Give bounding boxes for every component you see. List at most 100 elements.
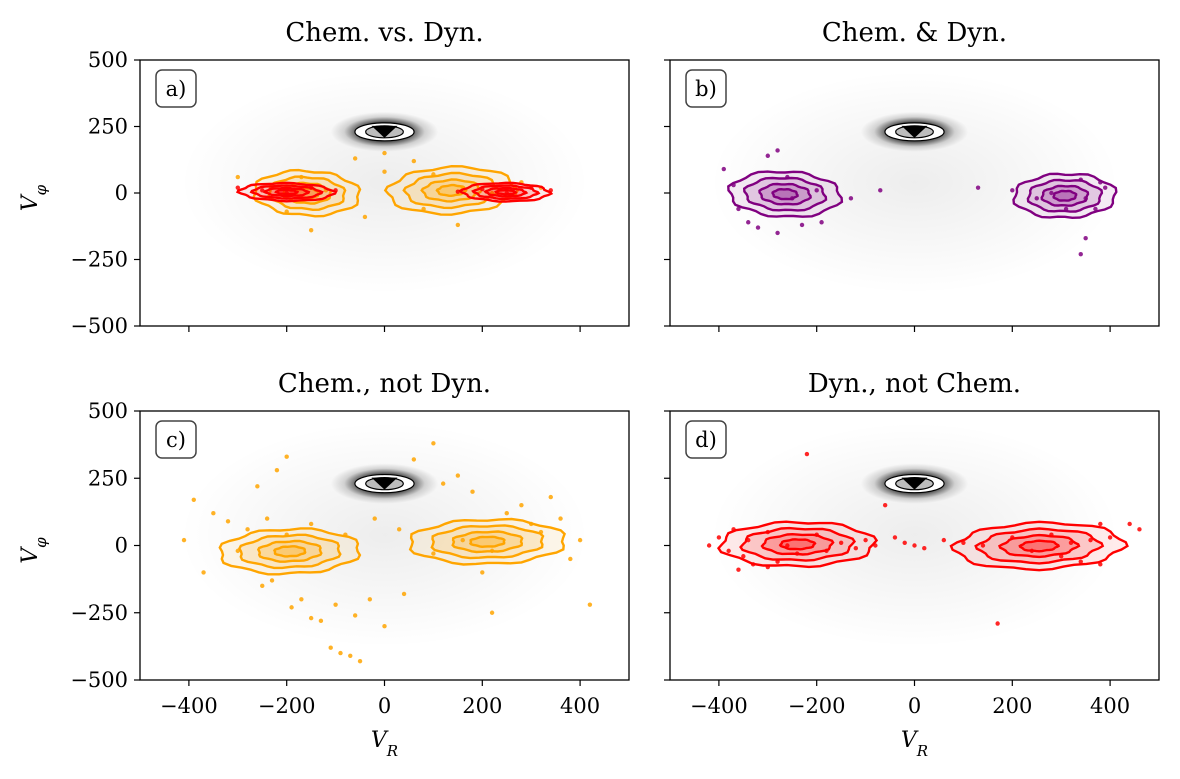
data-point: [274, 467, 280, 473]
data-point: [489, 610, 495, 615]
x-axis-label: VR: [371, 728, 398, 760]
x-tick-label: −200: [788, 694, 846, 718]
contour-level: [256, 539, 323, 563]
data-point: [736, 206, 741, 212]
y-tick-label: −250: [70, 601, 128, 625]
background-peak: [371, 477, 398, 490]
data-point: [741, 554, 746, 559]
data-point: [775, 230, 780, 236]
contour-level: [430, 524, 545, 560]
data-point: [284, 209, 289, 214]
data-point: [299, 597, 304, 602]
data-point: [1010, 535, 1015, 540]
data-point: [367, 597, 373, 602]
plot-area: [179, 421, 593, 664]
panel-d: d) Dyn., not Chem. −400 −200 0 200 400 VR: [664, 369, 1160, 760]
data-point: [338, 650, 343, 656]
data-point: [716, 535, 722, 540]
x-tick-label: 400: [1090, 694, 1130, 718]
data-point: [411, 457, 417, 462]
data-point: [225, 519, 231, 524]
y-tick-label: 250: [88, 466, 128, 490]
data-point: [1068, 540, 1074, 546]
data-point: [882, 502, 888, 508]
y-tick-label: 500: [88, 399, 128, 423]
data-point: [1029, 548, 1035, 554]
data-point: [333, 188, 338, 193]
y-axis-label: Vφ: [18, 537, 50, 564]
contour-level: [1026, 178, 1104, 213]
data-point: [587, 602, 593, 607]
data-point: [343, 532, 348, 537]
data-point: [284, 190, 289, 196]
data-point: [853, 545, 859, 551]
data-point: [289, 605, 294, 610]
data-point: [731, 182, 736, 188]
x-tick-label: 200: [462, 694, 502, 718]
data-point: [941, 537, 947, 543]
data-point: [1098, 521, 1103, 527]
data-point: [308, 228, 314, 233]
data-point: [318, 618, 324, 624]
y-tick-label: −500: [70, 668, 128, 692]
panel-title: Chem. vs. Dyn.: [285, 18, 483, 48]
data-point: [284, 532, 289, 537]
contour-level: [420, 178, 483, 203]
data-point: [299, 174, 304, 180]
data-point: [396, 527, 402, 532]
background-halo: [179, 70, 590, 295]
data-point: [362, 214, 368, 220]
data-point: [431, 551, 436, 556]
data-point: [814, 532, 819, 537]
plot-area: [709, 70, 1120, 295]
data-point: [755, 225, 761, 230]
data-point: [548, 494, 553, 500]
background-peak: [901, 125, 928, 138]
contour-level: [1040, 184, 1090, 207]
data-point: [1137, 527, 1142, 532]
data-point: [1078, 251, 1083, 257]
background-halo: [709, 70, 1120, 295]
data-point: [470, 489, 475, 494]
panel-c: c) Chem., not Dyn. −400 −200 0 200 400 500 250 0 −…: [18, 369, 630, 760]
data-point: [790, 196, 795, 201]
contour-level: [238, 533, 342, 570]
data-point: [529, 521, 534, 527]
contour-level: [758, 182, 812, 206]
data-point: [721, 166, 726, 172]
data-point: [191, 497, 196, 502]
data-point: [284, 454, 289, 459]
data-point: [431, 441, 436, 446]
data-point: [1103, 185, 1108, 190]
contour-level: [468, 535, 506, 549]
data-point: [480, 186, 485, 192]
contour-level: [1052, 189, 1078, 202]
data-point: [961, 540, 966, 546]
data-point: [308, 521, 314, 527]
data-point: [995, 621, 1000, 626]
plot-area: [706, 421, 1142, 648]
y-tick-label: 250: [88, 115, 128, 139]
data-point: [980, 543, 986, 548]
data-point: [785, 543, 790, 548]
x-tick-label: 0: [378, 694, 391, 718]
y-tick-label: −500: [70, 314, 128, 338]
contour-level: [742, 176, 828, 212]
data-point: [975, 185, 981, 190]
data-point: [1098, 180, 1103, 185]
background-halo: [709, 421, 1120, 648]
data-point: [746, 220, 751, 225]
x-tick-label: 400: [560, 694, 600, 718]
data-point: [382, 169, 387, 174]
contour-level: [997, 533, 1081, 559]
data-point: [731, 527, 736, 532]
data-point: [706, 543, 712, 548]
plot-area: [179, 70, 590, 295]
data-point: [1010, 188, 1015, 193]
x-axis-label: VR: [901, 728, 928, 760]
panel-title: Dyn., not Chem.: [808, 369, 1021, 399]
contour-level: [1018, 539, 1061, 553]
data-point: [460, 537, 465, 543]
data-point: [348, 653, 353, 658]
